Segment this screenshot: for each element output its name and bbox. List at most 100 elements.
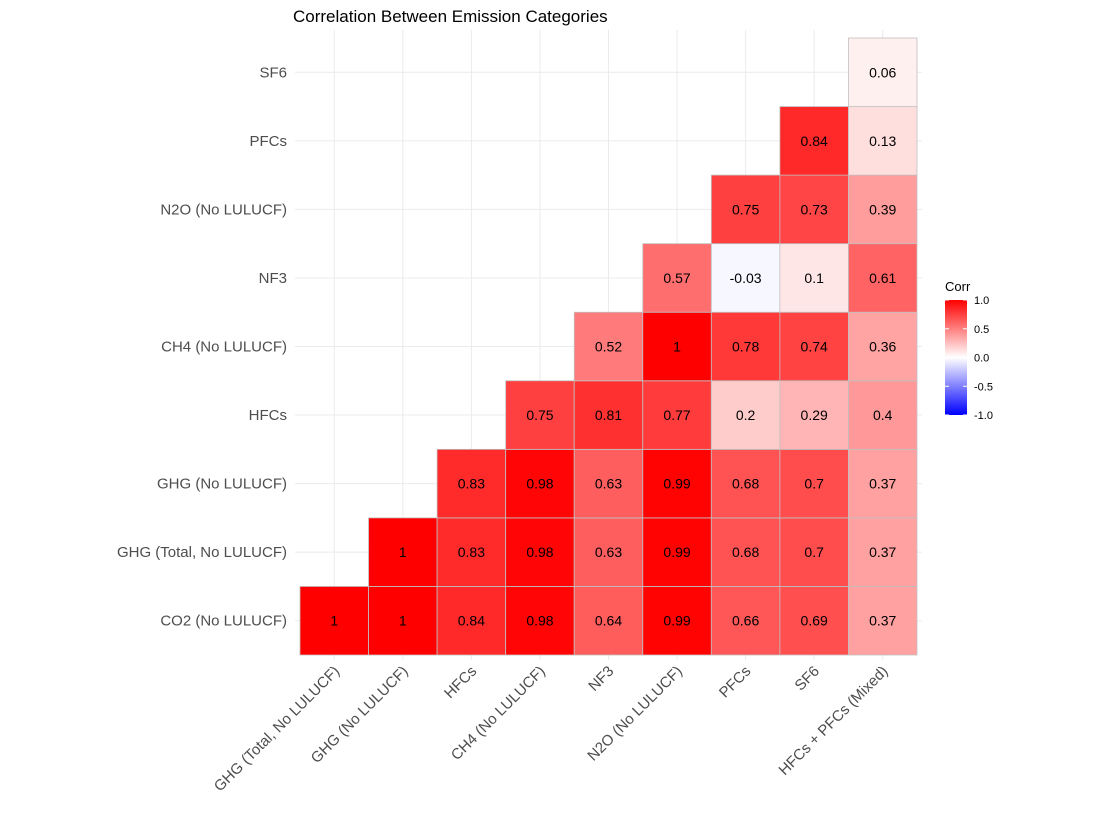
cell-value-label: 0.13	[869, 133, 896, 149]
y-axis: CO2 (No LULUCF) GHG (Total, No LULUCF) GHG…	[117, 64, 287, 629]
x-tick-label: PFCs	[716, 663, 755, 702]
y-tick-label: CH4 (No LULUCF)	[161, 339, 287, 356]
legend-title: Corr	[945, 279, 971, 294]
cell-value-label: 0.98	[526, 613, 553, 629]
heatmap-cell	[368, 517, 438, 587]
cell-value-label: 0.74	[801, 339, 828, 355]
heatmap-cell	[642, 380, 712, 450]
heatmap-cells	[299, 37, 918, 656]
heatmap-cell	[779, 106, 849, 176]
y-tick-label: SF6	[259, 64, 287, 81]
cell-value-label: 0.1	[804, 270, 824, 286]
heatmap-cell	[642, 517, 712, 587]
cell-value-label: 1	[330, 613, 338, 629]
cell-value-label: 0.69	[801, 613, 828, 629]
y-tick-label: N2O (No LULUCF)	[160, 201, 287, 218]
cell-value-label: 0.64	[595, 613, 622, 629]
cell-value-label: 0.37	[869, 613, 896, 629]
y-tick-label: GHG (Total, No LULUCF)	[117, 544, 287, 561]
y-tick-label: HFCs	[249, 407, 287, 424]
heatmap-cell	[642, 448, 712, 519]
cell-value-label: 0.63	[595, 544, 622, 560]
heatmap-cell-labels: 1 1 0.84 0.98 0.64 0.99 0.66 0.69 0.37 1 0.83 0.98 0…	[330, 64, 896, 628]
cell-value-label: 0.61	[869, 270, 896, 286]
legend-tick-label: -1.0	[974, 410, 993, 422]
cell-value-label: 1	[399, 544, 407, 560]
heatmap-cell	[505, 586, 575, 656]
heatmap-cell	[573, 517, 644, 587]
cell-value-label: 0.06	[869, 64, 896, 80]
legend-tick-label: 1.0	[974, 295, 989, 307]
heatmap-cell	[299, 586, 369, 656]
heatmap-cell	[436, 517, 507, 587]
cell-value-label: 0.66	[732, 613, 759, 629]
heatmap-cell	[848, 517, 918, 587]
cell-value-label: 0.29	[801, 407, 828, 423]
heatmap-cell	[710, 517, 781, 587]
cell-value-label: 0.77	[663, 407, 690, 423]
heatmap-cell	[710, 174, 781, 245]
heatmap-cell	[710, 311, 781, 382]
x-tick-label: NF3	[585, 663, 617, 695]
legend-tick-label: -0.5	[974, 381, 993, 393]
cell-value-label: 0.99	[663, 544, 690, 560]
heatmap-cell	[505, 448, 575, 519]
cell-value-label: 0.98	[526, 544, 553, 560]
heatmap-cell	[779, 448, 849, 519]
y-tick-label: NF3	[259, 270, 287, 287]
cell-value-label: 1	[673, 339, 681, 355]
cell-value-label: 0.75	[732, 201, 759, 217]
legend-tick-label: 0.0	[974, 353, 989, 365]
cell-value-label: 0.78	[732, 339, 759, 355]
y-tick-label: GHG (No LULUCF)	[157, 476, 287, 493]
y-tick-label: CO2 (No LULUCF)	[160, 613, 287, 630]
cell-value-label: 0.83	[458, 476, 485, 492]
cell-value-label: -0.03	[730, 270, 762, 286]
cell-value-label: 0.2	[736, 407, 756, 423]
heatmap-cell	[779, 586, 849, 656]
x-axis: GHG (Total, No LULUCF)GHG (No LULUCF) HFC…	[211, 663, 892, 795]
heatmap-cell	[505, 517, 575, 587]
heatmap-cell	[848, 106, 918, 176]
cell-value-label: 1	[399, 613, 407, 629]
cell-value-label: 0.63	[595, 476, 622, 492]
cell-value-label: 0.7	[804, 544, 824, 560]
heatmap-cell	[848, 380, 918, 450]
x-tick-label: GHG (Total, No LULUCF)	[211, 663, 343, 795]
cell-value-label: 0.83	[458, 544, 485, 560]
cell-value-label: 0.84	[458, 613, 485, 629]
cell-value-label: 0.37	[869, 476, 896, 492]
cell-value-label: 0.4	[873, 407, 893, 423]
cell-value-label: 0.52	[595, 339, 622, 355]
cell-value-label: 0.75	[526, 407, 553, 423]
heatmap-cell	[779, 517, 849, 587]
heatmap-cell	[573, 380, 644, 450]
x-tick-label: SF6	[792, 663, 823, 694]
cell-value-label: 0.36	[869, 339, 896, 355]
heatmap-cell	[710, 586, 781, 656]
legend-tick-label: 0.5	[974, 324, 989, 336]
x-tick-label: HFCs	[441, 663, 480, 702]
cell-value-label: 0.7	[804, 476, 824, 492]
cell-value-label: 0.99	[663, 476, 690, 492]
cell-value-label: 0.39	[869, 201, 896, 217]
heatmap-cell	[779, 380, 849, 450]
cell-value-label: 0.84	[801, 133, 828, 149]
legend: Corr 1.0 0.5 0.0 -0.5 -1.0	[945, 279, 993, 422]
heatmap-cell	[642, 586, 712, 656]
cell-value-label: 0.57	[663, 270, 690, 286]
cell-value-label: 0.99	[663, 613, 690, 629]
heatmap-cell	[848, 586, 918, 656]
cell-value-label: 0.37	[869, 544, 896, 560]
legend-ticks: 1.0 0.5 0.0 -0.5 -1.0	[945, 295, 993, 422]
heatmap-cell	[505, 380, 575, 450]
heatmap-cell	[436, 448, 507, 519]
cell-value-label: 0.98	[526, 476, 553, 492]
chart-title: Correlation Between Emission Categories	[293, 7, 608, 26]
heatmap-cell	[573, 311, 644, 382]
cell-value-label: 0.68	[732, 544, 759, 560]
heatmap-cell	[848, 37, 918, 107]
heatmap-cell	[710, 448, 781, 519]
heatmap-cell	[573, 448, 644, 519]
